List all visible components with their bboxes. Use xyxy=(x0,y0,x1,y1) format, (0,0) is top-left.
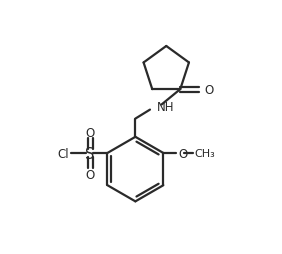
Text: NH: NH xyxy=(157,101,174,114)
Text: O: O xyxy=(179,148,188,161)
Text: S: S xyxy=(85,147,95,162)
Text: O: O xyxy=(85,169,95,182)
Text: CH₃: CH₃ xyxy=(194,149,215,159)
Text: Cl: Cl xyxy=(57,148,69,161)
Text: O: O xyxy=(85,127,95,140)
Text: O: O xyxy=(205,84,214,97)
